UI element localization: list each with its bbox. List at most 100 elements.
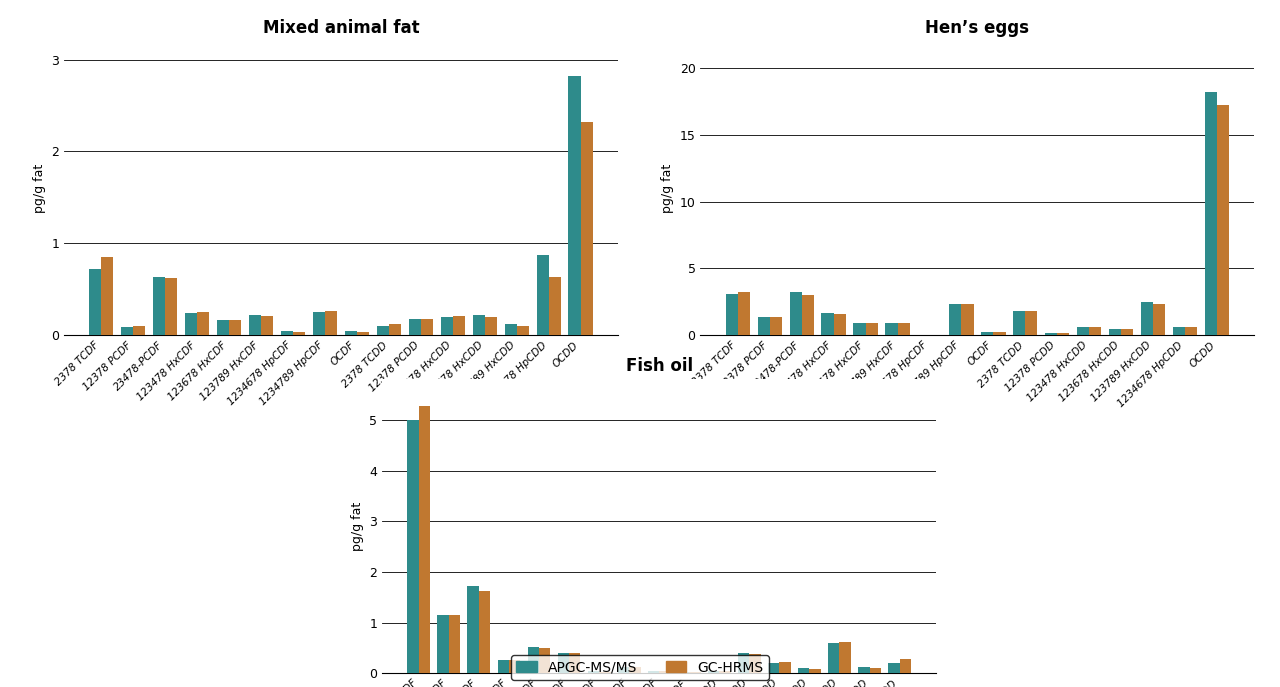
Bar [1089,327,1101,335]
Bar [485,317,497,335]
Legend: APGC-MS/MS, GC-HRMS: APGC-MS/MS, GC-HRMS [511,655,769,680]
Bar [869,668,881,673]
Bar [440,317,453,335]
Bar [122,327,133,335]
Bar [599,672,611,673]
Bar [897,323,910,335]
Bar [659,671,671,673]
Bar [618,667,630,673]
Bar [453,316,465,335]
Y-axis label: pg/g fat: pg/g fat [32,164,46,213]
Bar [993,332,1006,335]
Bar [749,654,760,673]
Bar [408,319,421,335]
Bar [504,324,517,335]
Bar [1217,105,1229,335]
Bar [154,278,165,335]
Bar [1185,326,1197,335]
Bar [1057,333,1070,335]
Bar [758,317,769,335]
Bar [165,278,178,335]
Y-axis label: pg/g fat: pg/g fat [351,502,364,551]
Bar [1108,328,1121,335]
Bar [218,319,229,335]
Bar [828,643,840,673]
Bar [900,659,911,673]
Bar [648,671,659,673]
Bar [1140,302,1153,335]
Bar [708,671,719,673]
Bar [780,662,791,673]
Bar [568,76,581,335]
Bar [1014,311,1025,335]
Bar [357,333,369,335]
Bar [344,330,357,335]
Bar [325,311,337,335]
Title: Hen’s eggs: Hen’s eggs [925,19,1029,37]
Bar [719,671,731,673]
Bar [421,319,433,335]
Bar [1204,92,1217,335]
Bar [840,642,851,673]
Bar [229,319,241,335]
Bar [498,660,509,673]
Bar [950,304,961,335]
Bar [449,615,461,673]
Y-axis label: pg/g fat: pg/g fat [662,164,675,213]
Bar [570,653,580,673]
Bar [1172,327,1185,335]
Bar [90,269,101,335]
Bar [833,315,846,335]
Bar [389,324,401,335]
Bar [1046,333,1057,335]
Bar [1078,327,1089,335]
Bar [769,317,782,335]
Bar [865,323,878,335]
Bar [801,295,814,335]
Bar [376,326,389,335]
Bar [558,653,570,673]
Bar [797,668,809,673]
Bar [509,660,521,673]
Bar [261,316,273,335]
Bar [197,312,210,335]
Bar [280,330,293,335]
Bar [737,292,750,335]
Bar [419,405,430,673]
Bar [472,315,485,335]
Bar [886,323,897,335]
Bar [248,315,261,335]
Bar [133,326,146,335]
Bar [768,663,780,673]
Bar [822,313,833,335]
Bar [407,420,419,673]
Bar [858,667,869,673]
Bar [581,122,593,335]
Bar [790,292,801,335]
Bar [536,256,549,335]
Bar [549,278,561,335]
Title: Mixed animal fat: Mixed animal fat [262,19,420,37]
Bar [726,294,737,335]
Bar [630,666,640,673]
Bar [479,591,490,673]
Bar [186,313,197,335]
Bar [101,257,114,335]
Bar [854,323,865,335]
Bar [809,669,820,673]
Bar [312,312,325,335]
Bar [982,332,993,335]
Bar [588,671,599,673]
Bar [293,332,305,335]
Bar [888,663,900,673]
Bar [1153,304,1165,335]
Bar [1025,311,1038,335]
Bar [1121,328,1133,335]
Bar [467,586,479,673]
Bar [517,326,529,335]
Bar [539,648,550,673]
Bar [438,615,449,673]
Bar [739,653,749,673]
Title: Fish oil: Fish oil [626,357,692,375]
Bar [961,304,974,335]
